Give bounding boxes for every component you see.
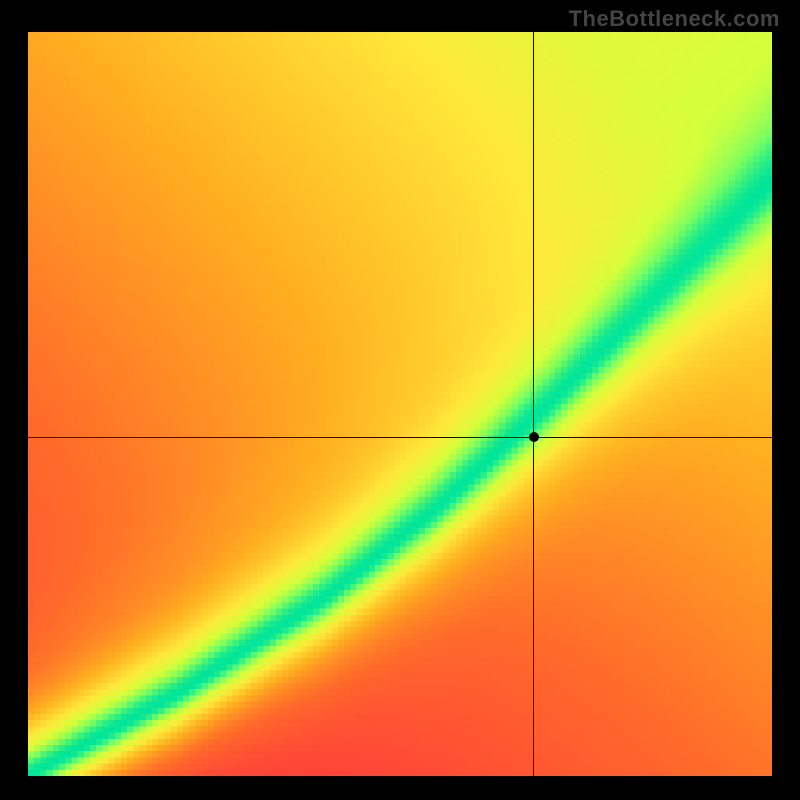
crosshair-horizontal [28, 437, 772, 438]
bottleneck-heatmap [28, 32, 772, 776]
chart-container: { "watermark": { "text": "TheBottleneck.… [0, 0, 800, 800]
crosshair-vertical [533, 32, 534, 776]
watermark-text: TheBottleneck.com [569, 6, 780, 32]
